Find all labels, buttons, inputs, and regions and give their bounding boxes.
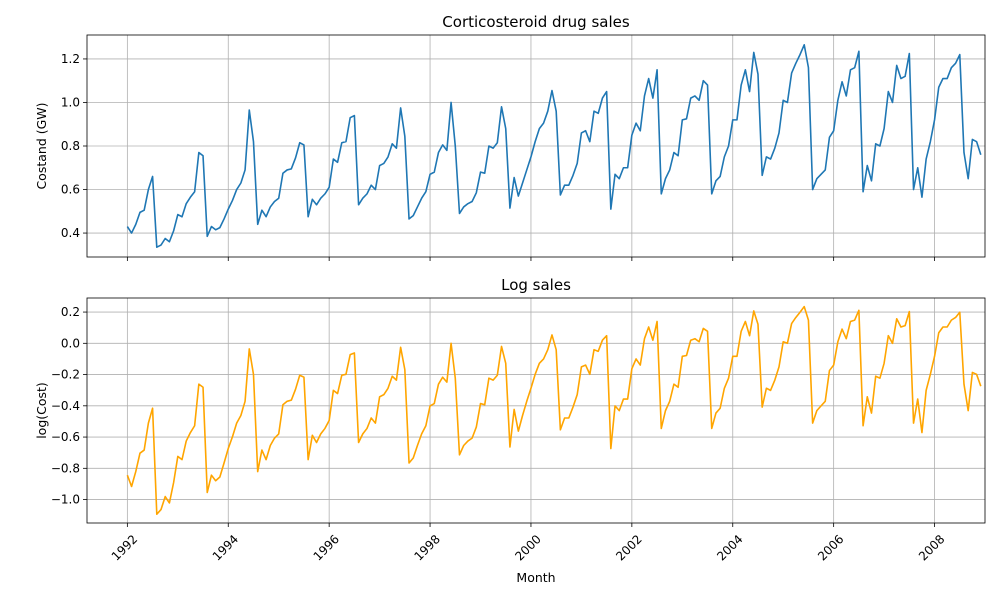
- x-tick-label: 1996: [311, 532, 342, 563]
- x-tick-label: 2008: [916, 532, 947, 563]
- axes-frame: [86, 297, 986, 524]
- grid: [87, 298, 985, 523]
- x-tick-label: 2004: [714, 532, 745, 563]
- log-sales-chart-panel: Log sales log(Cost) Month 1992 1994 1996 19…: [34, 276, 986, 585]
- x-tick-label: 2002: [613, 532, 644, 563]
- log-chart-ylabel: log(Cost): [34, 382, 49, 439]
- log-chart-xlabel: Month: [516, 570, 555, 585]
- y-tick-label: 1.0: [61, 95, 80, 109]
- y-tick-label: −0.2: [51, 368, 80, 382]
- x-tick-label: 1994: [210, 532, 241, 563]
- sales-chart-panel: Corticosteroid drug sales Costand (GW) 0…: [34, 13, 986, 261]
- y-tick-label: −1.0: [51, 493, 80, 507]
- x-tick-label: 2006: [815, 532, 846, 563]
- axes-frame: [86, 34, 986, 258]
- y-tick-label: −0.8: [51, 461, 80, 475]
- y-tick-label: −0.6: [51, 430, 80, 444]
- x-tick-label: 1998: [411, 532, 442, 563]
- log-chart-title: Log sales: [501, 276, 571, 294]
- y-tick-label: 0.4: [61, 226, 80, 240]
- y-tick-label: 0.6: [61, 183, 80, 197]
- y-tick-label: 0.2: [61, 305, 80, 319]
- y-tick-label: 0.0: [61, 336, 80, 350]
- sales-chart-ylabel: Costand (GW): [34, 102, 49, 189]
- series-line: [126, 305, 982, 515]
- sales-chart-title: Corticosteroid drug sales: [442, 13, 630, 31]
- series-line: [126, 43, 982, 249]
- x-tick-label: 1992: [109, 532, 140, 563]
- y-tick-label: 1.2: [61, 52, 80, 66]
- x-tick-label: 2000: [512, 532, 543, 563]
- y-tick-label: 0.8: [61, 139, 80, 153]
- y-tick-label: −0.4: [51, 399, 80, 413]
